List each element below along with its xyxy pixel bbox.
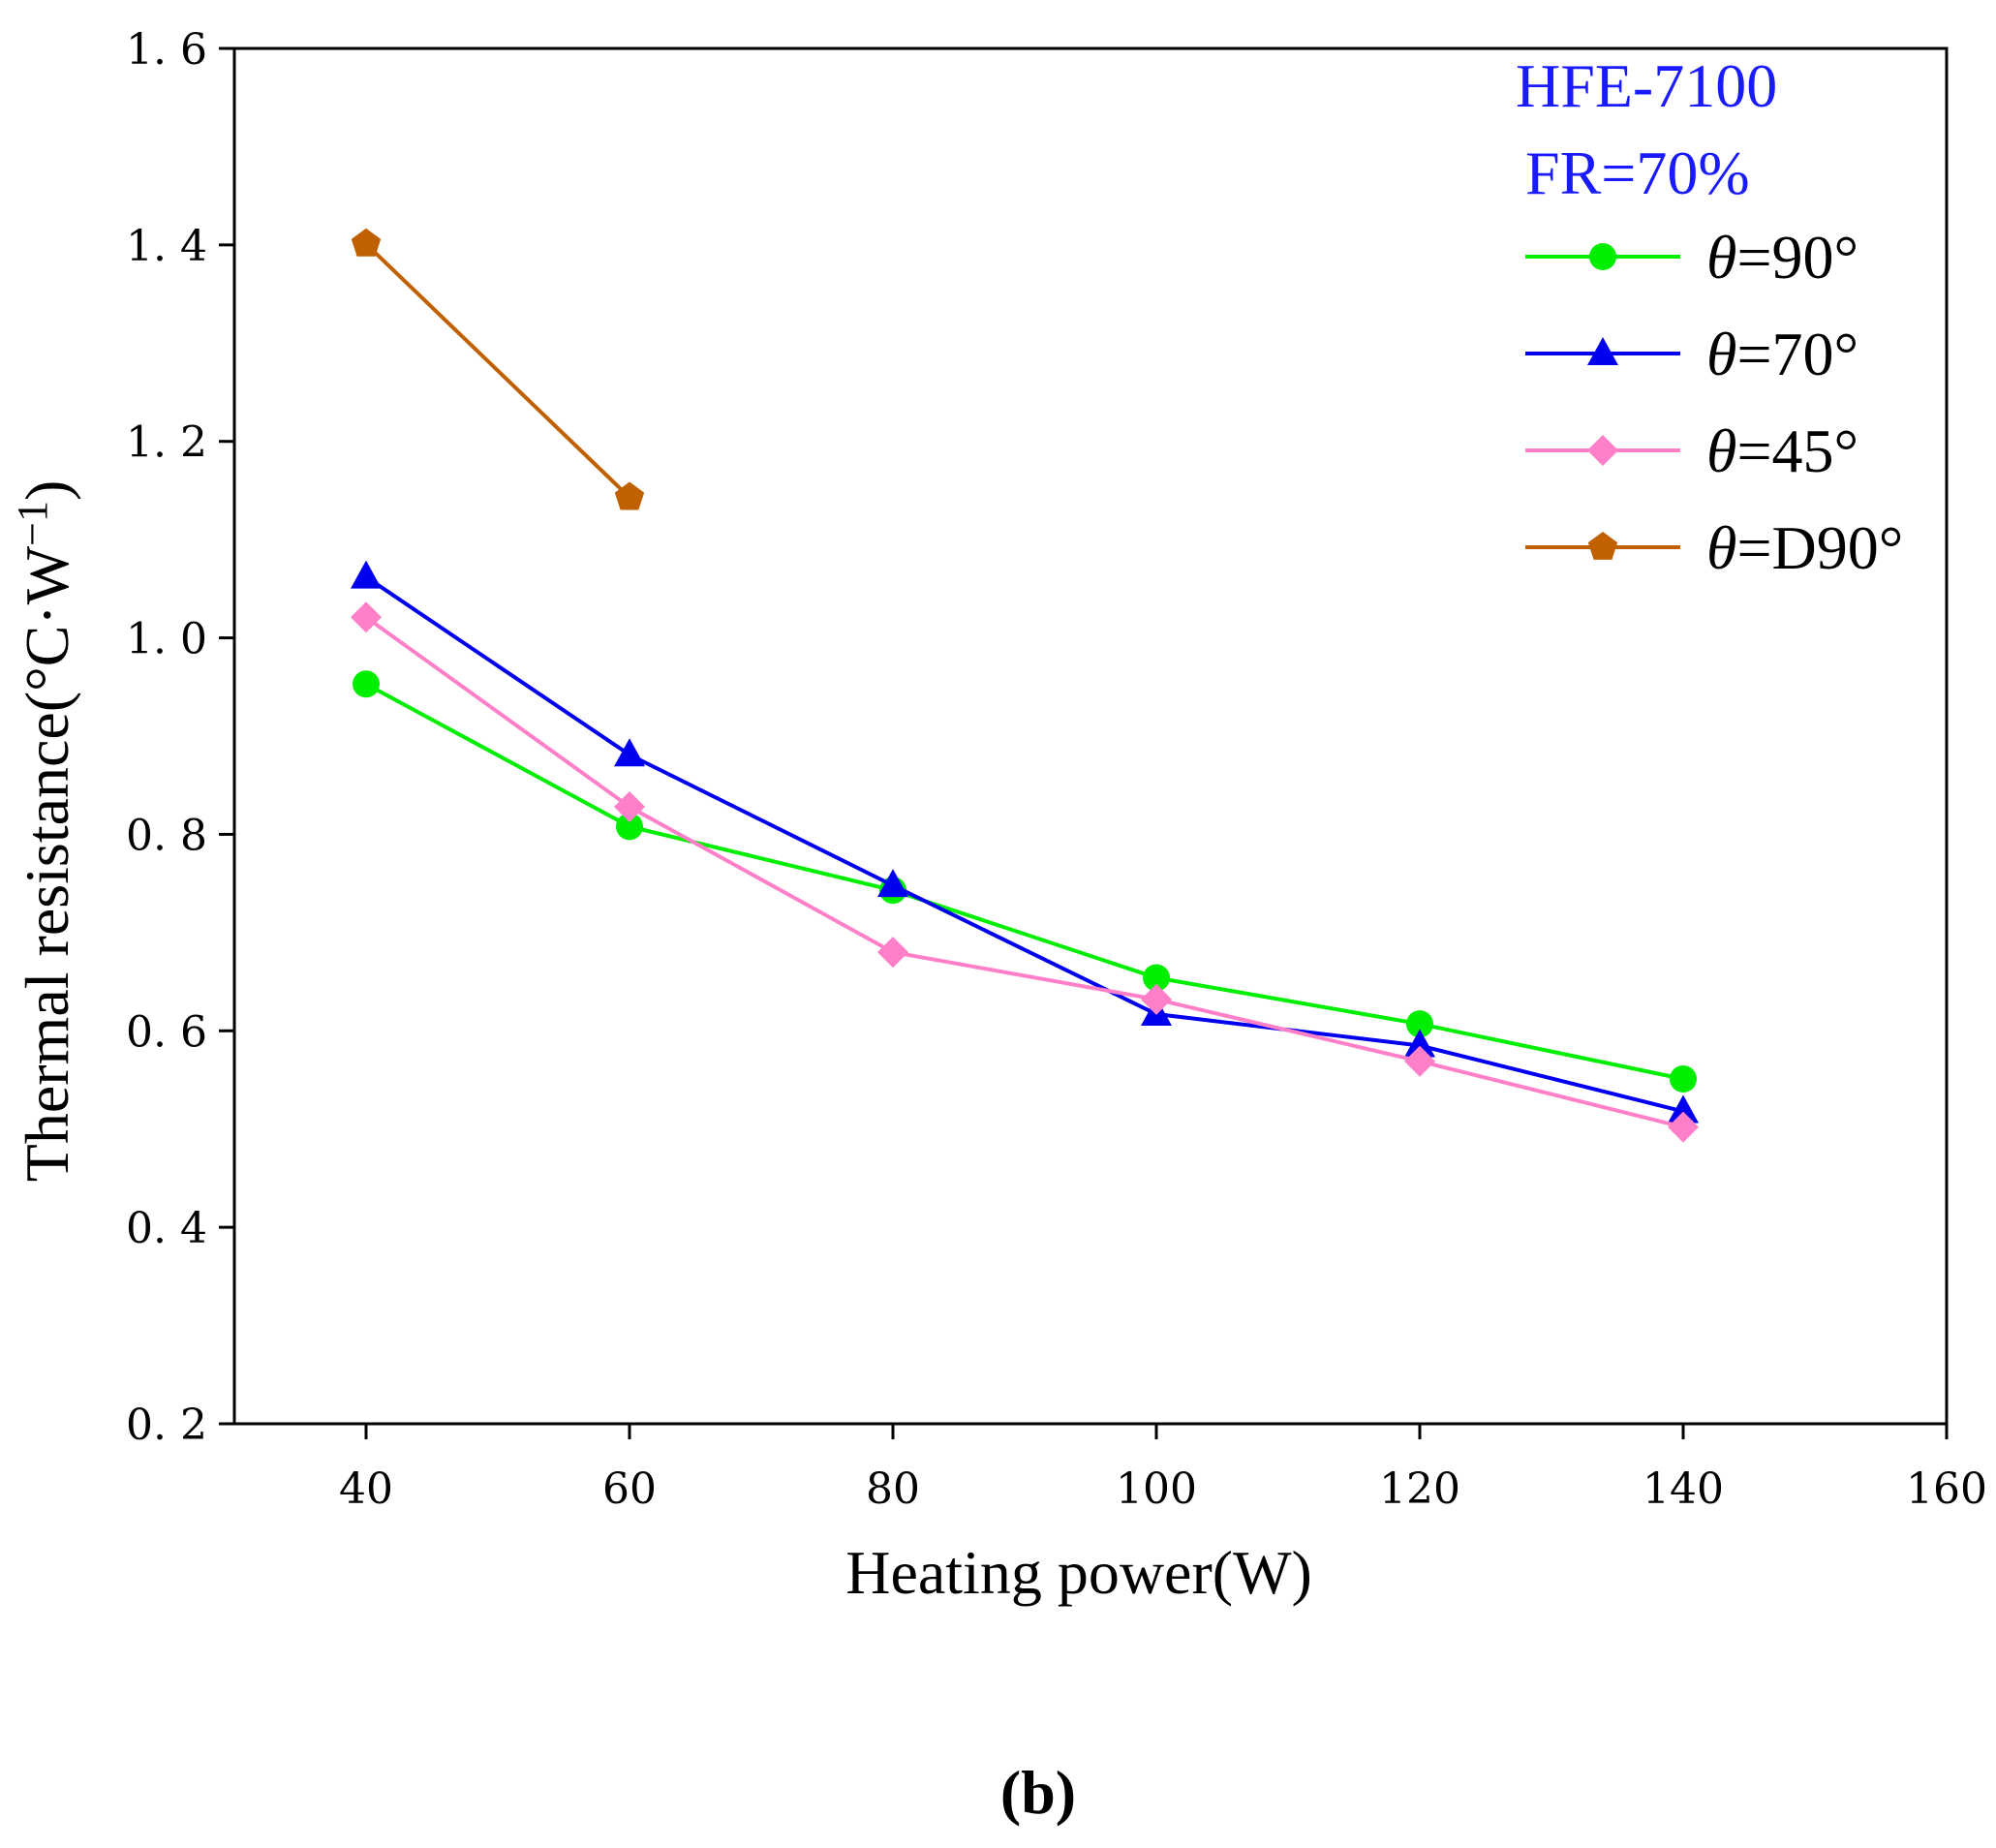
x-tick-label: 100 xyxy=(1116,1464,1197,1514)
y-tick-label: 0. 2 xyxy=(126,1401,207,1450)
data-point xyxy=(1404,1029,1435,1058)
data-point xyxy=(877,937,908,969)
x-tick-label: 120 xyxy=(1379,1464,1460,1514)
x-axis-title: Heating power(W) xyxy=(845,1538,1312,1607)
legend-value: =D90° xyxy=(1736,513,1903,582)
plot-axes: 40 60 80 100 120 140 160 0. 2 0. 4 0. 6 0. 8 1. 0 1.… xyxy=(126,25,1987,1514)
legend-symbol: θ xyxy=(1706,513,1736,582)
plot-frame xyxy=(232,46,1949,1426)
legend-value: =45° xyxy=(1736,416,1858,485)
series-3 xyxy=(351,228,645,510)
data-point xyxy=(616,813,643,841)
data-point xyxy=(614,791,645,823)
y-tick-label: 0. 8 xyxy=(126,811,207,860)
data-point xyxy=(1141,983,1172,1015)
x-tick-label: 160 xyxy=(1906,1464,1987,1514)
legend-label: θ=70° xyxy=(1706,320,1858,388)
legend-symbol: θ xyxy=(1706,223,1736,292)
legend-entry-1: θ=70° xyxy=(1525,320,1858,388)
legend-label: θ=45° xyxy=(1706,416,1858,485)
y-tick-label: 1. 2 xyxy=(126,418,207,468)
data-point xyxy=(1668,1094,1699,1124)
legend-entry-3: θ=D90° xyxy=(1525,513,1903,582)
data-point xyxy=(614,738,645,767)
series-line xyxy=(364,575,1684,1114)
annotation-fill-ratio: FR=70% xyxy=(1525,139,1750,207)
legend-marker xyxy=(1589,243,1616,270)
y-axis-title-main: Thermal resistance(°C·W xyxy=(13,545,81,1182)
y-tick-label: 0. 6 xyxy=(126,1007,207,1057)
x-tick-label: 60 xyxy=(602,1464,657,1514)
data-point xyxy=(351,601,382,633)
annotation-fluid: HFE-7100 xyxy=(1516,51,1777,120)
data-point xyxy=(877,869,908,898)
legend-symbol: θ xyxy=(1706,320,1736,388)
x-tick-label: 40 xyxy=(339,1464,393,1514)
y-axis-title-close: ) xyxy=(13,480,81,501)
series-line xyxy=(365,682,1684,1081)
panel-label: (b) xyxy=(1000,1758,1076,1827)
legend-marker xyxy=(1587,435,1618,466)
legend: θ=90°θ=70°θ=45°θ=D90° xyxy=(1525,223,1903,582)
legend-entry-0: θ=90° xyxy=(1525,223,1858,292)
legend-label: θ=90° xyxy=(1706,223,1858,292)
series-2 xyxy=(351,601,1699,1143)
data-point xyxy=(1143,964,1170,992)
legend-label: θ=D90° xyxy=(1706,513,1903,582)
legend-value: =70° xyxy=(1736,320,1858,388)
data-point xyxy=(353,670,380,698)
x-tick-label: 140 xyxy=(1643,1464,1724,1514)
series-layer xyxy=(351,228,1699,1143)
data-point xyxy=(1404,1045,1435,1077)
data-point xyxy=(1406,1010,1433,1038)
y-tick-label: 1. 6 xyxy=(126,25,207,75)
legend-symbol: θ xyxy=(1706,416,1736,485)
legend-marker xyxy=(1587,532,1618,560)
legend-value: =90° xyxy=(1736,223,1858,292)
legend-entry-2: θ=45° xyxy=(1525,416,1858,485)
data-point xyxy=(1668,1111,1699,1143)
data-point xyxy=(351,560,382,589)
y-tick-label: 1. 4 xyxy=(126,222,207,271)
y-axis-title-superscript: −1 xyxy=(9,501,56,546)
series-line xyxy=(364,242,631,499)
series-0 xyxy=(353,670,1697,1093)
y-tick-label: 1. 0 xyxy=(126,615,207,664)
data-point xyxy=(1670,1064,1697,1093)
series-line xyxy=(364,615,1684,1129)
legend-marker xyxy=(1587,337,1618,365)
y-axis-title: Thermal resistance(°C·W−1) xyxy=(9,480,81,1183)
y-tick-label: 0. 4 xyxy=(126,1204,207,1253)
x-tick-label: 80 xyxy=(866,1464,920,1514)
data-point xyxy=(614,481,645,510)
data-point xyxy=(351,228,382,257)
